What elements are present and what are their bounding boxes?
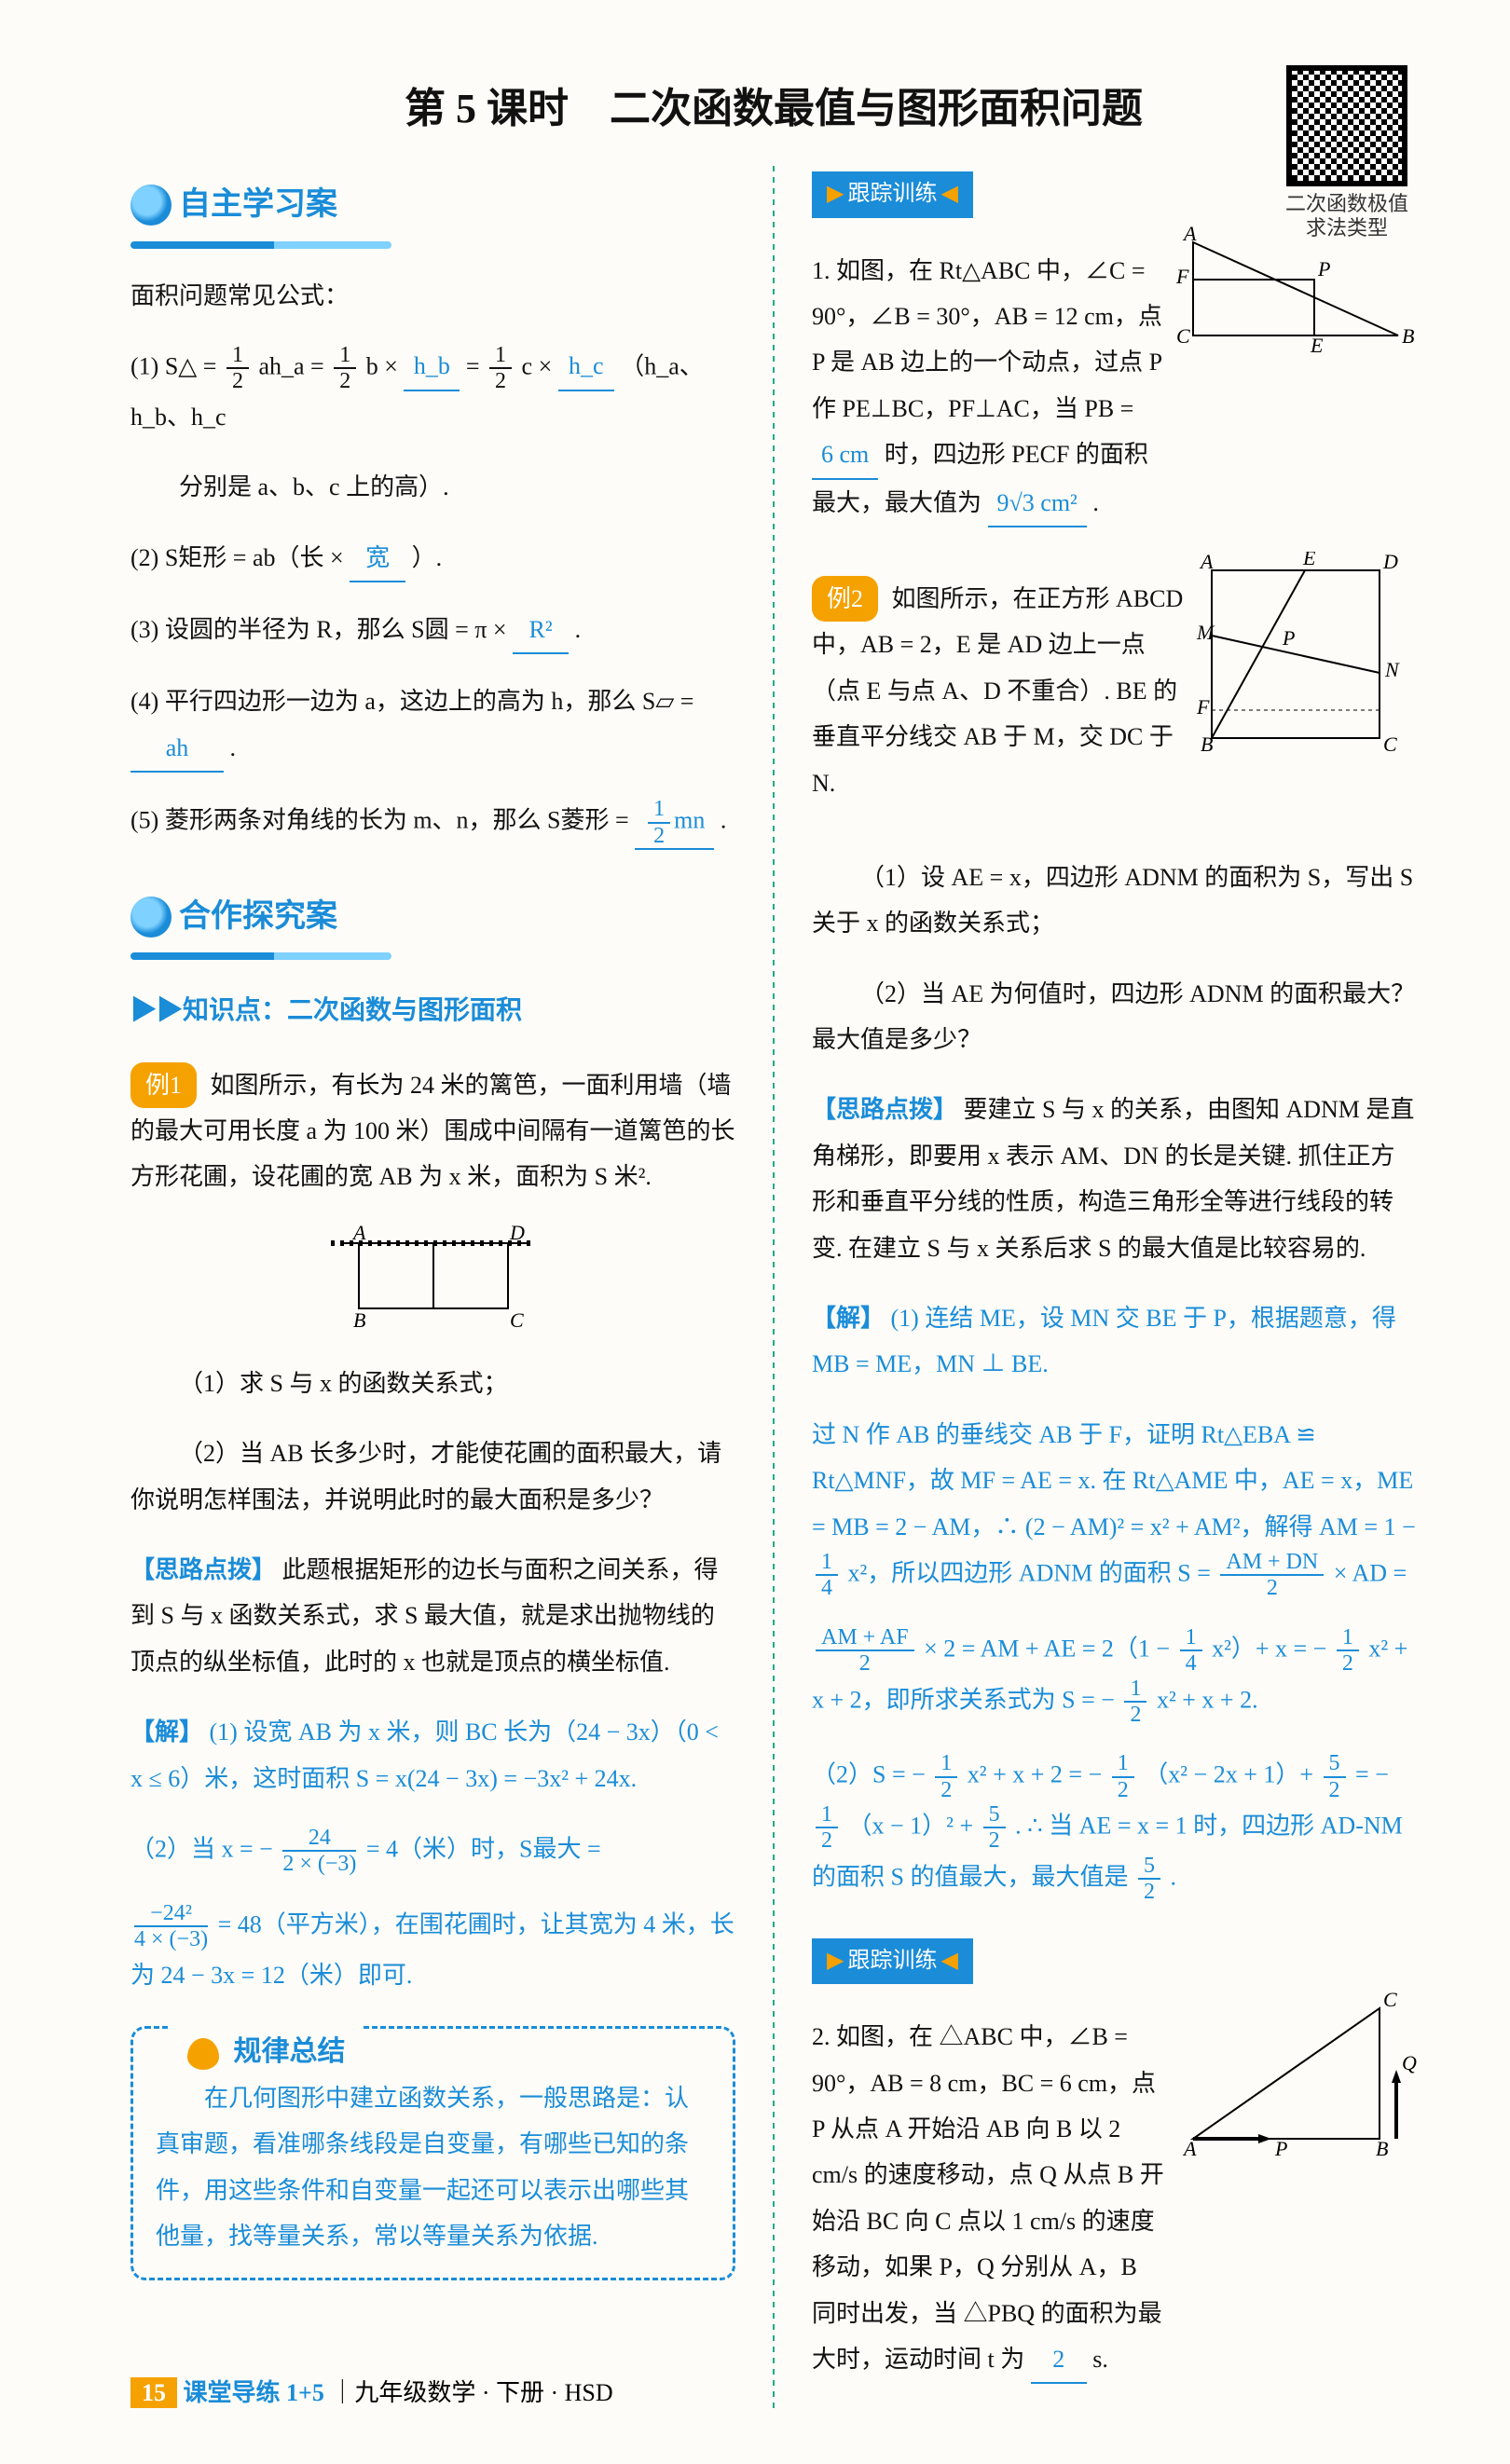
qr-caption-1: 二次函数极值 <box>1277 192 1417 216</box>
formula-3: (3) 设圆的半径为 R，那么 S圆 = π × R² . <box>130 607 735 654</box>
formula-2: (2) S矩形 = ab（长 × 宽 ）. <box>130 535 735 582</box>
blank-hb: h_b <box>404 343 460 390</box>
rule-title: 规律总结 <box>171 2025 363 2078</box>
ex1-sol-1: 【解】 (1) 设宽 AB 为 x 米，则 BC 长为（24 − 3x）（0 <… <box>130 1709 735 1801</box>
problem-1: 1. 如图，在 Rt△ABC 中，∠C = 90°，∠B = 30°，AB = … <box>812 248 1165 527</box>
svg-text:D: D <box>1382 552 1398 573</box>
rule-body: 在几何图形中建立函数关系，一般思路是：认真审题，看准哪条线段是自变量，有哪些已知… <box>156 2075 710 2260</box>
qr-caption-2: 求法类型 <box>1277 216 1417 240</box>
page-footer: 15 课堂导练 1+5 ｜九年级数学 · 下册 · HSD <box>130 2374 613 2408</box>
banner-coop-text: 合作探究案 <box>179 887 337 948</box>
svg-text:C: C <box>1383 1990 1397 2011</box>
svg-text:C: C <box>1176 324 1190 348</box>
ex1-q1: （1）求 S 与 x 的函数关系式； <box>130 1361 735 1406</box>
page: 第 5 课时 二次函数最值与图形面积问题 二次函数极值 求法类型 自主学习案 面… <box>0 0 1510 2464</box>
formula-1: (1) S△ = 12 ah_a = 12 b × h_b = 12 c × h… <box>130 343 735 440</box>
svg-text:A: A <box>1182 2137 1197 2160</box>
svg-text:E: E <box>1302 552 1316 569</box>
ex1-label: 例1 <box>130 1062 197 1108</box>
svg-text:C: C <box>510 1308 524 1332</box>
column-separator <box>773 162 775 2408</box>
p1-blank-1: 6 cm <box>812 431 878 479</box>
example-2: 例2 如图所示，在正方形 ABCD 中，AB = 2，E 是 AD 边上一点（点… <box>812 576 1184 806</box>
intro-line: 面积问题常见公式： <box>130 273 735 319</box>
book-title: 课堂导练 1+5 <box>184 2379 324 2406</box>
banner-self-study-text: 自主学习案 <box>179 175 337 236</box>
svg-text:N: N <box>1384 658 1400 681</box>
problem-1-row: 1. 如图，在 Rt△ABC 中，∠C = 90°，∠B = 30°，AB = … <box>812 224 1417 552</box>
ex2-row: 例2 如图所示，在正方形 ABCD 中，AB = 2，E 是 AD 边上一点（点… <box>812 552 1417 830</box>
problem-2: 2. 如图，在 △ABC 中，∠B = 90°，AB = 8 cm，BC = 6… <box>812 2014 1165 2384</box>
svg-text:F: F <box>1175 265 1189 288</box>
knowledge-head: ▶▶知识点：二次函数与图形面积 <box>130 986 735 1035</box>
figure-triangle-1: A C B F E P <box>1174 224 1417 363</box>
blank-hc: h_c <box>558 343 614 390</box>
figure-rect: A D B C <box>312 1225 555 1336</box>
formula-5: (5) 菱形两条对角线的长为 m、n，那么 S菱形 = 12mn . <box>130 797 735 850</box>
track-label-2: 跟踪训练 <box>812 1938 973 1985</box>
figure-square: A D B C E M N P F <box>1193 552 1417 757</box>
ex2-hint: 【思路点拨】 要建立 S 与 x 的关系，由图知 ADNM 是直角梯形，即要用 … <box>812 1087 1417 1271</box>
ex1-sol-3: −24²4 × (−3) = 48（平方米），在围花圃时，让其宽为 4 米，长为… <box>130 1901 735 1998</box>
svg-text:A: A <box>351 1225 366 1244</box>
svg-text:P: P <box>1274 2137 1287 2160</box>
svg-text:P: P <box>1317 257 1330 281</box>
svg-text:D: D <box>509 1225 525 1244</box>
left-column: 自主学习案 面积问题常见公式： (1) S△ = 12 ah_a = 12 b … <box>130 162 735 2408</box>
formula-1-line2: 分别是 a、b、c 上的高）. <box>130 464 735 510</box>
ex1-sol-2: （2）当 x = − 242 × (−3) = 4（米）时，S最大 = <box>130 1826 735 1877</box>
svg-text:B: B <box>1402 324 1414 348</box>
ex2-sol-3: AM + AF2 × 2 = AM + AE = 2（1 − 14 x²）+ x… <box>812 1625 1417 1728</box>
ex1-q2: （2）当 AB 长多少时，才能使花圃的面积最大，请你说明怎样围法，并说明此时的最… <box>130 1430 735 1523</box>
svg-text:B: B <box>1201 732 1213 756</box>
ex1-hint: 【思路点拨】 此题根据矩形的边长与面积之间关系，得到 S 与 x 函数关系式，求… <box>130 1547 735 1685</box>
problem-2-row: 2. 如图，在 △ABC 中，∠B = 90°，AB = 8 cm，BC = 6… <box>812 1990 1417 2408</box>
banner-icon-2 <box>130 897 172 938</box>
right-column: 跟踪训练 1. 如图，在 Rt△ABC 中，∠C = 90°，∠B = 30°，… <box>812 162 1417 2408</box>
example-1: 例1 如图所示，有长为 24 米的篱笆，一面利用墙（墙的最大可用长度 a 为 1… <box>130 1062 735 1200</box>
blank-ah: ah <box>130 725 224 773</box>
banner-self-study: 自主学习案 <box>130 175 337 236</box>
rule-box: 规律总结 在几何图形中建立函数关系，一般思路是：认真审题，看准哪条线段是自变量，… <box>130 2026 735 2281</box>
qr-box: 二次函数极值 求法类型 <box>1277 65 1417 241</box>
svg-text:F: F <box>1196 695 1210 719</box>
columns: 自主学习案 面积问题常见公式： (1) S△ = 12 ah_a = 12 b … <box>130 162 1417 2408</box>
svg-text:M: M <box>1196 621 1215 644</box>
qr-code <box>1286 65 1407 186</box>
track-label-1: 跟踪训练 <box>812 171 973 218</box>
ex2-label: 例2 <box>812 576 878 622</box>
blank-r2: R² <box>513 607 569 654</box>
banner-underline-2 <box>130 952 391 960</box>
ex2-sol-1: 【解】 (1) 连结 ME，设 MN 交 BE 于 P，根据题意，得 MB = … <box>812 1295 1417 1388</box>
blank-width: 宽 <box>350 535 405 582</box>
ex2-q1: （1）设 AE = x，四边形 ADNM 的面积为 S，写出 S 关于 x 的函… <box>812 855 1417 947</box>
bell-icon <box>187 2038 219 2070</box>
banner-coop: 合作探究案 <box>130 887 337 948</box>
banner-underline-1 <box>130 241 391 249</box>
ex2-q2: （2）当 AE 为何值时，四边形 ADNM 的面积最大？最大值是多少？ <box>812 971 1417 1063</box>
svg-text:Q: Q <box>1402 2051 1417 2074</box>
ex2-sol-2: 过 N 作 AB 的垂线交 AB 于 F，证明 Rt△EBA ≌ Rt△MNF，… <box>812 1412 1417 1601</box>
figure-triangle-2: A B C P Q <box>1174 1990 1417 2167</box>
page-number: 15 <box>130 2377 177 2408</box>
ex2-sol-4: （2）S = − 12 x² + x + 2 = − 12 （x² − 2x +… <box>812 1751 1417 1904</box>
svg-text:A: A <box>1182 224 1197 245</box>
p2-blank: 2 <box>1031 2336 1087 2384</box>
svg-text:A: A <box>1199 552 1214 573</box>
blank-mn: 12mn <box>635 797 714 850</box>
page-title: 第 5 课时 二次函数最值与图形面积问题 <box>405 86 1143 131</box>
svg-text:C: C <box>1383 732 1397 756</box>
svg-text:P: P <box>1282 626 1295 650</box>
book-sub: ｜九年级数学 · 下册 · HSD <box>330 2379 612 2406</box>
p1-blank-2: 9√3 cm² <box>988 480 1087 527</box>
title-row: 第 5 课时 二次函数最值与图形面积问题 二次函数极值 求法类型 <box>130 75 1417 134</box>
formula-4: (4) 平行四边形一边为 a，这边上的高为 h，那么 S▱ = ah . <box>130 678 735 773</box>
svg-text:E: E <box>1310 334 1324 357</box>
svg-text:B: B <box>1376 2137 1388 2160</box>
svg-text:B: B <box>353 1308 365 1332</box>
banner-icon <box>130 185 172 226</box>
